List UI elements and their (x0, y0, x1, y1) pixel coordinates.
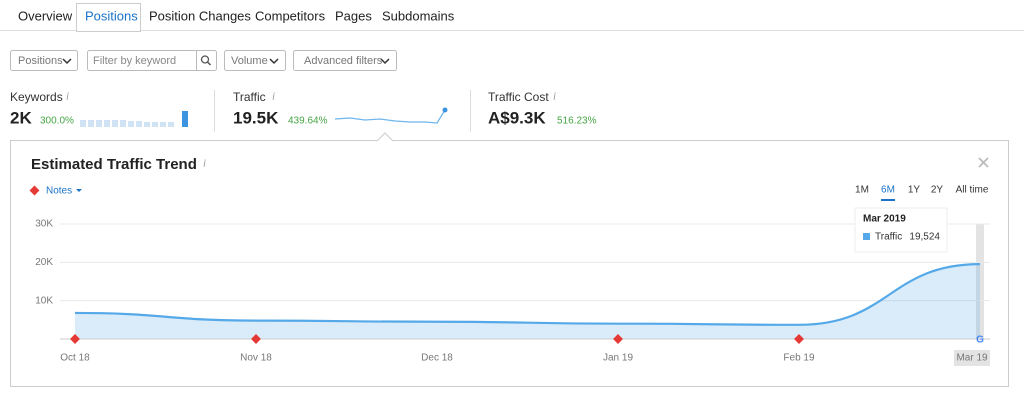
search-placeholder: Filter by keyword (93, 55, 176, 67)
metric-value: 19.5K (233, 108, 279, 127)
search-input[interactable] (87, 50, 217, 71)
dropdown-label: Positions (18, 55, 63, 67)
dropdown-label: Advanced filters (304, 55, 383, 67)
chart-title: Estimated Traffic Trend (31, 156, 197, 173)
metric-label: Traffic (233, 90, 266, 104)
chevron (62, 58, 72, 65)
dropdown[interactable] (224, 50, 286, 71)
close-button[interactable] (978, 157, 989, 168)
metric-value: A$9.3K (488, 108, 546, 127)
x-tick-label: Mar 19 (956, 353, 988, 364)
dropdown[interactable] (10, 50, 78, 71)
metric-change: 300.0% (40, 116, 74, 127)
x-tick-label: Nov 18 (240, 353, 272, 364)
keywords-sparkline (80, 111, 188, 127)
area (75, 264, 980, 339)
note-marker[interactable] (613, 334, 623, 344)
info-icon[interactable]: i (272, 91, 275, 103)
x-tick-label: Dec 18 (421, 353, 453, 364)
tab[interactable]: Competitors (255, 8, 326, 23)
notes-toggle[interactable]: Notes (46, 186, 72, 197)
traffic-sparkline (334, 109, 446, 124)
active-x-label-bg (954, 350, 990, 366)
tooltip-series: Traffic (875, 232, 902, 243)
y-tick-label: 30K (35, 219, 53, 230)
hover-band (976, 224, 984, 339)
chevron (380, 58, 390, 65)
tooltip-swatch (863, 233, 870, 240)
tooltip-value: 19,524 (909, 232, 940, 243)
info-icon[interactable]: i (203, 158, 206, 170)
tab[interactable]: Overview (18, 8, 73, 23)
sparkline-dot (442, 107, 448, 113)
x-tick-label: Feb 19 (783, 353, 815, 364)
note-marker[interactable] (794, 334, 804, 344)
google-icon: G (976, 335, 984, 346)
active-tab (76, 3, 141, 32)
line (74, 263, 981, 326)
range-button[interactable]: 2Y (931, 185, 944, 196)
range-button[interactable]: 1M (855, 185, 869, 196)
note-marker[interactable] (251, 334, 261, 344)
metric-label: Keywords (10, 90, 63, 104)
metric-value: 2K (10, 108, 32, 127)
range-button[interactable]: 1Y (908, 185, 921, 196)
filter-bar: Positions Filter by keyword Volume Advan… (10, 50, 397, 71)
tab[interactable]: Pages (335, 8, 372, 23)
tab[interactable]: Position Changes (149, 8, 251, 23)
metric-change: 439.64% (288, 116, 328, 127)
chevron (269, 58, 279, 65)
info-icon[interactable]: i (66, 91, 69, 103)
info-icon[interactable]: i (553, 91, 556, 103)
panel-pointer (376, 132, 394, 142)
metric-change: 516.23% (557, 116, 597, 127)
tab[interactable]: Positions (85, 8, 138, 23)
y-tick-label: 10K (35, 295, 53, 306)
dropdown-label: Volume (231, 55, 268, 67)
dropdown[interactable] (293, 50, 397, 71)
search-icon (206, 61, 212, 66)
range-button[interactable]: 6M (881, 185, 895, 196)
metric-label: Traffic Cost (488, 90, 549, 104)
x-tick-label: Oct 18 (60, 353, 90, 364)
tooltip-title: Mar 2019 (863, 214, 906, 225)
caret (76, 189, 82, 192)
tooltip (854, 207, 948, 253)
y-tick-label: 20K (35, 257, 53, 268)
range-button[interactable]: All time (956, 185, 989, 196)
chart-panel (10, 140, 1009, 387)
search-icon[interactable] (200, 55, 210, 64)
x-tick-label: Jan 19 (603, 353, 633, 364)
tab[interactable]: Subdomains (382, 8, 455, 23)
notes-icon (29, 185, 40, 196)
